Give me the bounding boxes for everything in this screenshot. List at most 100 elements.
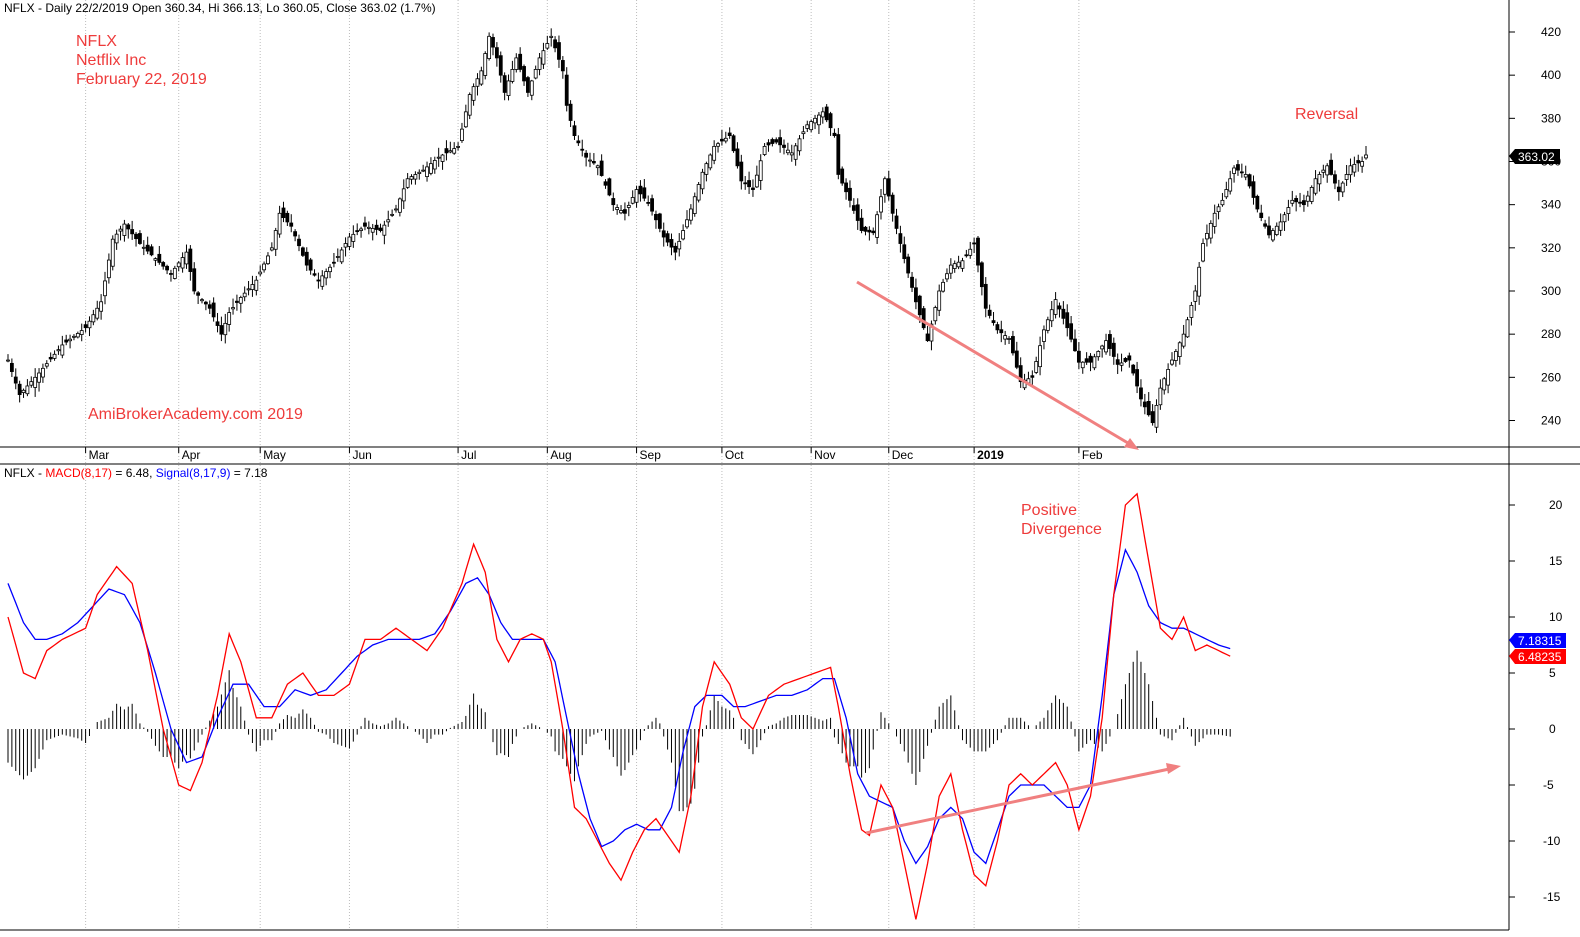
price-candle-body: [277, 212, 282, 235]
price-candle-body: [1088, 355, 1093, 363]
price-candle-body: [910, 276, 914, 288]
price-candle-body: [494, 47, 499, 59]
annotation-divergence-1: Positive: [1021, 502, 1077, 519]
price-candle-body: [657, 213, 662, 229]
price-candle-body: [56, 349, 61, 352]
price-candle-body: [149, 246, 154, 256]
price-candle-body: [1197, 266, 1202, 297]
price-candle-body: [766, 142, 771, 146]
price-candle-body: [840, 168, 845, 184]
price-candle-body: [921, 308, 926, 329]
price-header: NFLX - Daily 22/2/2019 Open 360.34, Hi 3…: [4, 1, 436, 15]
price-candle-body: [207, 304, 212, 309]
price-candle-body: [568, 103, 573, 121]
price-candle-body: [1282, 214, 1287, 223]
price-candle-body: [231, 307, 235, 310]
price-candle-body: [964, 254, 969, 257]
price-candle-body: [1007, 338, 1011, 340]
price-candle-body: [1356, 160, 1361, 164]
price-candle-body: [153, 258, 158, 261]
price-candle-body: [673, 245, 678, 253]
price-axis-label: 300: [1541, 284, 1561, 298]
month-x-axis: Mar Apr May Jun Jul Aug Sep Oct Nov Dec 2019 Feb: [85, 447, 1103, 462]
price-candle-body: [1034, 361, 1039, 373]
price-candle-body: [948, 264, 953, 274]
price-candle-body: [1073, 338, 1077, 352]
price-candle-body: [1131, 364, 1136, 374]
price-candle-body: [642, 187, 647, 199]
price-candle-body: [1065, 312, 1070, 329]
price-candle-body: [1352, 163, 1357, 173]
price-candle-body: [510, 69, 515, 82]
price-candle-body: [138, 233, 142, 244]
price-candle-body: [654, 213, 658, 221]
price-candle-body: [1173, 351, 1178, 361]
price-candle-body: [99, 301, 104, 312]
price-candle-body: [626, 204, 631, 208]
price-candle-body: [1162, 378, 1167, 391]
price-candle-body: [118, 228, 123, 232]
price-candle-body: [871, 230, 876, 234]
price-candle-body: [533, 69, 538, 79]
price-candle-body: [1146, 400, 1151, 416]
price-candle-body: [723, 137, 728, 142]
price-candle-body: [937, 290, 942, 311]
price-candle-body: [630, 197, 635, 204]
price-candle-body: [1038, 345, 1042, 368]
price-candle-body: [1181, 333, 1186, 347]
price-candle-body: [479, 70, 484, 85]
macd-trendline: [865, 763, 1181, 835]
price-candle-body: [623, 209, 627, 214]
price-candle-body: [215, 321, 220, 326]
month-label: Jul: [461, 448, 476, 462]
price-candle-body: [1205, 233, 1209, 240]
price-candle-body: [425, 166, 429, 178]
price-candle-body: [122, 223, 127, 236]
price-axis-label: 380: [1541, 111, 1561, 125]
annotation-divergence-2: Divergence: [1021, 521, 1102, 538]
macd-last-tag: 6.48235: [1509, 649, 1566, 664]
price-candle-body: [335, 256, 340, 258]
price-candle-body: [976, 237, 980, 266]
price-candle-body: [37, 372, 41, 383]
macd-axis-label: 10: [1549, 610, 1563, 624]
price-candle-body: [1014, 350, 1019, 368]
annotation-company: Netflix Inc: [76, 52, 146, 69]
macd-axis-label: 5: [1549, 666, 1556, 680]
price-candle-body: [603, 181, 608, 186]
price-candle-body: [1123, 358, 1128, 362]
price-candle-body: [467, 94, 472, 116]
price-candle-body: [1278, 221, 1283, 231]
price-candle-body: [580, 148, 585, 151]
svg-text:363.02: 363.02: [1518, 150, 1555, 164]
price-candle-body: [60, 344, 65, 356]
macd-header: NFLX - MACD(8,17) = 6.48, Signal(8,17,9)…: [4, 466, 268, 480]
price-trendline: [856, 280, 1139, 450]
price-candle-body: [1115, 359, 1120, 365]
price-candle-body: [1100, 345, 1105, 350]
month-label: Feb: [1082, 448, 1103, 462]
price-candle-body: [409, 176, 414, 180]
price-axis-label: 260: [1541, 370, 1561, 384]
price-candle-body: [440, 154, 445, 162]
price-candle-body: [114, 233, 119, 244]
price-candle-body: [545, 43, 550, 49]
price-candle-body: [782, 144, 786, 148]
price-candle-body: [452, 148, 457, 154]
price-candle-body: [848, 187, 852, 201]
price-candle-body: [1290, 199, 1295, 204]
price-candle-body: [646, 201, 651, 204]
price-candle-body: [1011, 336, 1015, 354]
price-candle-body: [1259, 212, 1264, 219]
price-candle-body: [1049, 309, 1054, 322]
price-candle-body: [1069, 323, 1074, 340]
price-candle-body: [1185, 319, 1190, 338]
price-candle-body: [851, 205, 856, 211]
price-candle-body: [952, 263, 957, 269]
price-candle-body: [432, 160, 437, 170]
price-candle-body: [1294, 198, 1299, 203]
price-candle-body: [1003, 335, 1008, 340]
price-candle-body: [200, 299, 204, 302]
price-candle-body: [1216, 206, 1221, 213]
price-candle-body: [1111, 342, 1116, 357]
